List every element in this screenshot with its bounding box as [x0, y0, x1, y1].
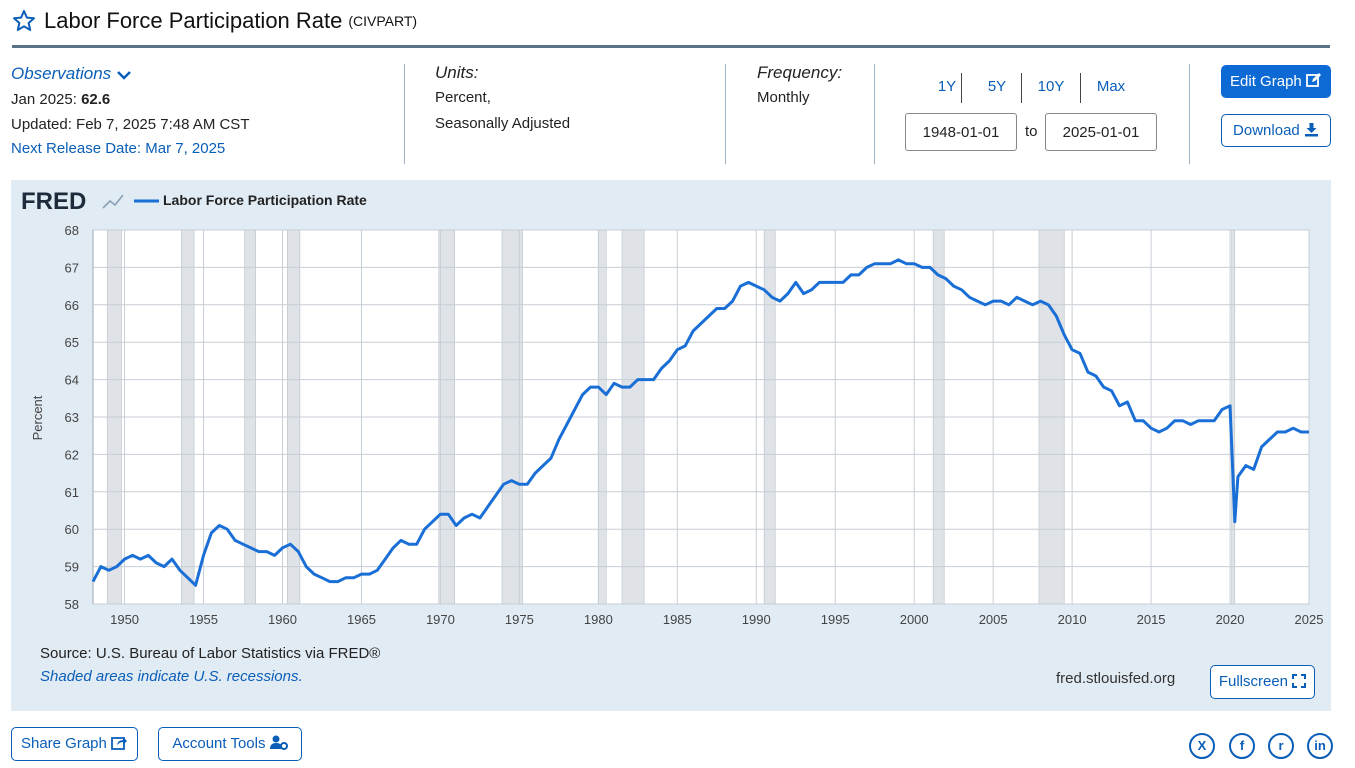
- user-gear-icon: [269, 735, 288, 750]
- y-tick-layer: 58 59 60 61 62 63 64 65 66 67 68: [65, 223, 79, 612]
- account-tools-button[interactable]: Account Tools: [158, 727, 302, 761]
- edit-graph-button[interactable]: Edit Graph: [1221, 65, 1331, 98]
- divider: [404, 64, 405, 164]
- frequency-value: Monthly: [757, 89, 810, 106]
- x-tick-label: 2015: [1137, 612, 1166, 627]
- divider: [725, 64, 726, 164]
- fred-logo-text: FRED: [21, 188, 86, 215]
- y-tick-label: 62: [65, 447, 79, 462]
- download-label: Download: [1233, 122, 1300, 139]
- title-row: Labor Force Participation Rate (CIVPART): [12, 6, 417, 36]
- x-tick-label: 1975: [505, 612, 534, 627]
- y-tick-label: 65: [65, 335, 79, 350]
- page-title: Labor Force Participation Rate: [44, 8, 343, 33]
- units-line1: Percent,: [435, 89, 491, 106]
- x-tick-label: 2025: [1295, 612, 1324, 627]
- y-tick-label: 59: [65, 560, 79, 575]
- divider: [1189, 64, 1190, 164]
- share-graph-label: Share Graph: [20, 735, 107, 752]
- series-id: (CIVPART): [348, 13, 418, 29]
- x-tick-label: 2010: [1058, 612, 1087, 627]
- facebook-icon[interactable]: f: [1229, 733, 1255, 759]
- y-tick-label: 64: [65, 373, 79, 388]
- y-tick-label: 67: [65, 260, 79, 275]
- observations-label: Observations: [11, 64, 112, 83]
- units-label: Units:: [435, 63, 479, 82]
- line-chart: FRED Labor Force Participation Rate 58 59…: [21, 188, 1323, 627]
- y-axis-label: Percent: [30, 395, 45, 440]
- range-1y-button[interactable]: 1Y: [937, 78, 957, 95]
- edit-graph-label: Edit Graph: [1230, 73, 1302, 90]
- x-tick-label: 2000: [900, 612, 929, 627]
- star-icon[interactable]: [12, 9, 36, 33]
- x-tick-label: 1990: [742, 612, 771, 627]
- to-label: to: [1025, 123, 1038, 140]
- next-release-link[interactable]: Next Release Date: Mar 7, 2025: [11, 140, 226, 157]
- fullscreen-button[interactable]: Fullscreen: [1210, 665, 1315, 699]
- shaded-note: Shaded areas indicate U.S. recessions.: [40, 668, 303, 685]
- y-tick-label: 68: [65, 223, 79, 238]
- end-date-input[interactable]: 2025-01-01: [1045, 113, 1157, 151]
- legend-label: Labor Force Participation Rate: [163, 192, 367, 208]
- edit-icon: [1306, 73, 1321, 87]
- fullscreen-icon: [1292, 674, 1307, 688]
- x-tick-label: 1980: [584, 612, 613, 627]
- chevron-down-icon: [116, 70, 131, 80]
- x-tick-label: 1995: [821, 612, 850, 627]
- x-tick-label: 1950: [110, 612, 139, 627]
- x-tick-layer: 1950 1955 1960 1965 1970 1975 1980 1985 1990 1995…: [110, 612, 1323, 627]
- x-twitter-icon[interactable]: X: [1189, 733, 1215, 759]
- range-max-button[interactable]: Max: [1096, 78, 1126, 95]
- updated-text: Updated: Feb 7, 2025 7:48 AM CST: [11, 116, 250, 133]
- share-graph-button[interactable]: Share Graph: [11, 727, 138, 761]
- y-tick-label: 66: [65, 298, 79, 313]
- x-tick-label: 1960: [268, 612, 297, 627]
- site-url: fred.stlouisfed.org: [1056, 670, 1176, 687]
- y-tick-label: 60: [65, 522, 79, 537]
- x-tick-label: 1985: [663, 612, 692, 627]
- download-button[interactable]: Download: [1221, 114, 1331, 147]
- reddit-icon[interactable]: r: [1268, 733, 1294, 759]
- x-tick-label: 2005: [979, 612, 1008, 627]
- source-text: Source: U.S. Bureau of Labor Statistics …: [40, 645, 381, 662]
- range-divider: [961, 73, 962, 103]
- x-tick-label: 2020: [1216, 612, 1245, 627]
- grid-layer: [93, 229, 1310, 605]
- range-divider: [1080, 73, 1081, 103]
- units-line2: Seasonally Adjusted: [435, 115, 571, 132]
- download-icon: [1304, 123, 1318, 137]
- y-tick-label: 58: [65, 597, 79, 612]
- divider: [874, 64, 875, 164]
- title-divider: [12, 45, 1330, 48]
- graph-panel: FRED Labor Force Participation Rate 58 59…: [11, 180, 1331, 711]
- latest-label: Jan 2025:: [11, 91, 77, 108]
- fred-logo: FRED: [21, 188, 124, 215]
- range-10y-button[interactable]: 10Y: [1037, 78, 1065, 95]
- x-tick-label: 1955: [189, 612, 218, 627]
- x-tick-label: 1970: [426, 612, 455, 627]
- fullscreen-label: Fullscreen: [1218, 673, 1289, 690]
- latest-observation: Jan 2025: 62.6: [11, 91, 110, 108]
- observations-toggle[interactable]: Observations: [11, 64, 132, 84]
- fred-logo-chart-icon: [102, 194, 124, 209]
- share-icon: [111, 737, 128, 750]
- range-5y-button[interactable]: 5Y: [987, 78, 1007, 95]
- y-tick-label: 61: [65, 485, 79, 500]
- range-divider: [1021, 73, 1022, 103]
- linkedin-icon[interactable]: in: [1307, 733, 1333, 759]
- latest-value: 62.6: [81, 91, 111, 108]
- frequency-label: Frequency:: [757, 63, 843, 82]
- x-tick-label: 1965: [347, 612, 376, 627]
- account-tools-label: Account Tools: [172, 735, 266, 752]
- start-date-input[interactable]: 1948-01-01: [905, 113, 1017, 151]
- series-line: [91, 258, 1309, 587]
- y-tick-label: 63: [65, 410, 79, 425]
